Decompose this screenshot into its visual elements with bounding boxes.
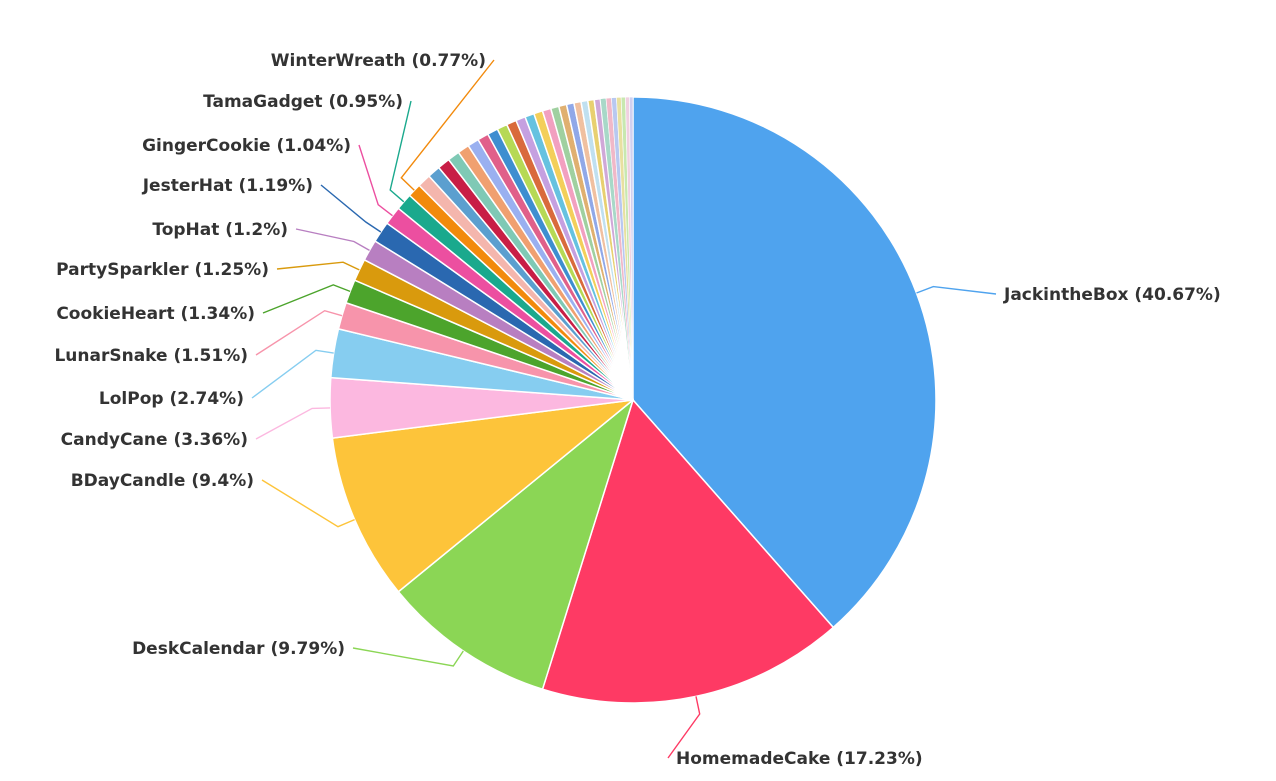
connector-lunarsnake [255, 309, 343, 356]
slice-label-winterwreath: WinterWreath (0.77%) [271, 51, 486, 71]
slice-label-jackinthebox: JackintheBox (40.67%) [1003, 285, 1221, 305]
label-connectors [251, 59, 997, 759]
slice-label-partysparkler: PartySparkler (1.25%) [56, 260, 269, 280]
connector-deskcalendar [352, 647, 464, 667]
slice-label-candycane: CandyCane (3.36%) [61, 430, 248, 450]
slice-label-tamagadget: TamaGadget (0.95%) [203, 92, 403, 112]
connector-lolpop [251, 349, 334, 399]
connector-bdaycandle [261, 479, 355, 528]
connector-homemadecake [667, 696, 701, 759]
pie-slice-41 [629, 96, 634, 401]
connector-partysparkler [276, 261, 360, 271]
slice-label-lunarsnake: LunarSnake (1.51%) [54, 346, 248, 366]
connector-winterwreath [400, 59, 495, 191]
connector-gingercookie [358, 144, 393, 217]
pie-slice-bdaycandle [331, 399, 634, 593]
slice-label-jesterhat: JesterHat (1.19%) [142, 176, 313, 196]
slice-labels: JackintheBox (40.67%) HomemadeCake (17.23… [54, 51, 1220, 769]
connector-tophat [295, 228, 370, 252]
pie-slice-homemadecake [541, 399, 834, 704]
pie-slice-jackinthebox [632, 96, 937, 629]
slice-label-tophat: TopHat (1.2%) [152, 220, 288, 240]
connector-jesterhat [320, 184, 382, 233]
connector-tamagadget [389, 100, 412, 203]
slice-label-homemadecake: HomemadeCake (17.23%) [676, 749, 923, 769]
slice-label-gingercookie: GingerCookie (1.04%) [142, 136, 351, 156]
pie-slices [329, 96, 937, 704]
slice-label-bdaycandle: BDayCandle (9.4%) [71, 471, 254, 491]
connector-candycane [255, 407, 331, 440]
slice-label-lolpop: LolPop (2.74%) [99, 389, 244, 409]
slice-label-cookieheart: CookieHeart (1.34%) [56, 304, 255, 324]
connector-jackinthebox [916, 285, 997, 295]
pie-slice-deskcalendar [397, 399, 634, 690]
slice-label-deskcalendar: DeskCalendar (9.79%) [132, 639, 345, 659]
connector-cookieheart [262, 284, 351, 314]
